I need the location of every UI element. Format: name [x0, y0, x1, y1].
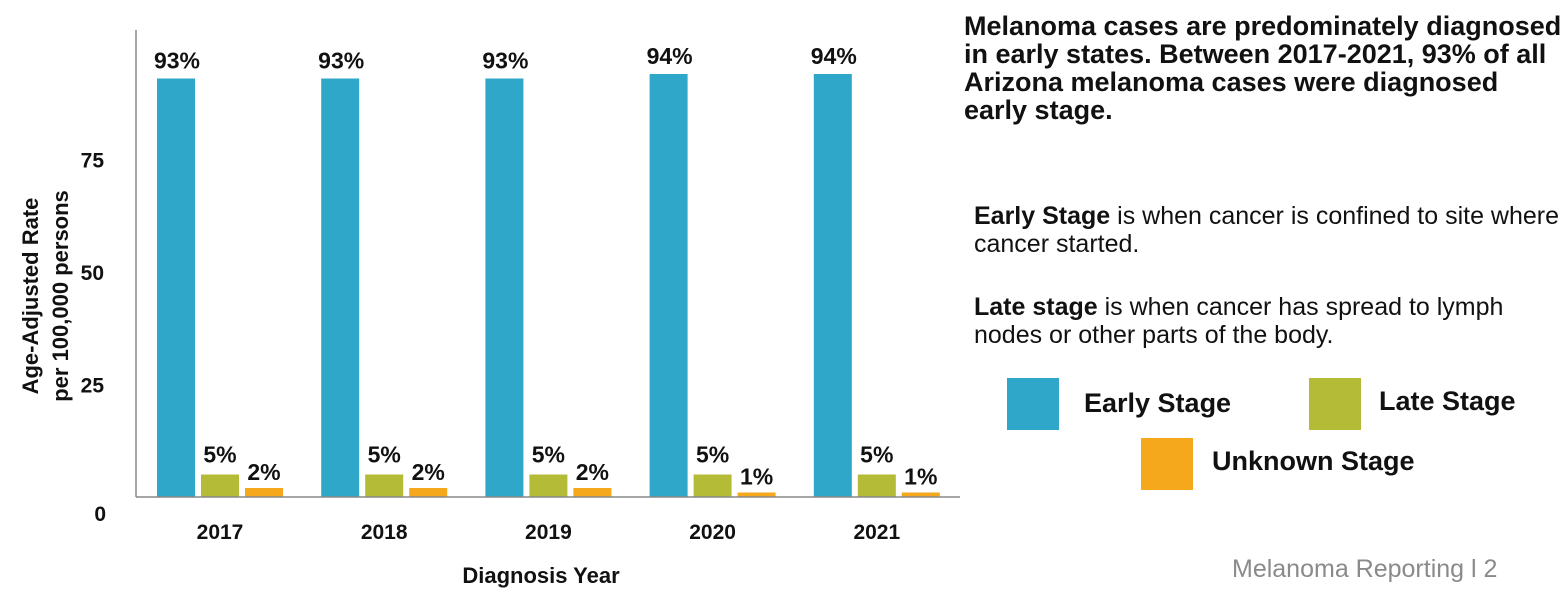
legend-swatch-unknown	[1141, 438, 1193, 490]
bar-label-unknown-2018: 2%	[412, 459, 445, 485]
x-tick-label: 2021	[853, 521, 900, 544]
footer-text: Melanoma Reporting l 2	[1232, 555, 1498, 583]
bar-late-2019	[529, 474, 568, 497]
late-stage-description: is when cancer has spread to lymph nodes…	[974, 293, 1504, 349]
y-tick-label: 25	[81, 375, 105, 398]
early-stage-definition: Early Stage is when cancer is confined t…	[974, 202, 1564, 258]
bar-unknown-2020	[737, 492, 776, 497]
x-tick-label: 2019	[525, 521, 572, 544]
bar-late-2021	[857, 474, 896, 497]
bar-unknown-2017	[245, 488, 283, 497]
bar-label-late-2018: 5%	[368, 442, 401, 468]
bar-label-late-2019: 5%	[532, 442, 565, 468]
bar-late-2018	[365, 474, 404, 497]
legend-swatch-early	[1007, 378, 1059, 430]
bar-label-late-2017: 5%	[203, 442, 236, 468]
bar-chart: 93% 5% 2% 93% 5% 2% 93% 5% 2% 94% 5% 1% 94% 5% 1% 0 25 5…	[18, 30, 960, 588]
bar-labels-layer: 93% 5% 2% 93% 5% 2% 93% 5% 2% 94% 5% 1% 94% 5% 1%	[154, 43, 937, 490]
headline-text: Melanoma cases are predominately diagnos…	[964, 11, 1562, 125]
bar-late-2017	[201, 474, 239, 497]
bar-label-early-2019: 93%	[482, 48, 528, 74]
bar-late-2020	[693, 474, 732, 497]
x-tick-label: 2018	[361, 521, 408, 544]
x-tick-label: 2017	[197, 521, 244, 544]
bar-label-late-2020: 5%	[696, 442, 729, 468]
legend-label-unknown: Unknown Stage	[1212, 446, 1415, 476]
bar-early-2021	[813, 74, 852, 497]
bar-unknown-2018	[409, 488, 448, 497]
legend-label-early: Early Stage	[1084, 388, 1232, 418]
legend-label-late: Late Stage	[1379, 386, 1516, 416]
bar-label-early-2018: 93%	[318, 48, 364, 74]
early-stage-term: Early Stage	[974, 202, 1111, 230]
bar-early-2018	[321, 78, 360, 497]
early-stage-description: is when cancer is confined to site where…	[974, 202, 1560, 258]
bar-label-unknown-2020: 1%	[740, 464, 773, 490]
bar-label-early-2020: 94%	[647, 43, 693, 69]
y-axis-title-line-1: Age-Adjusted Rate	[18, 198, 43, 395]
y-tick-label: 0	[94, 503, 106, 526]
legend-swatch-late	[1309, 378, 1361, 430]
bar-early-2017	[157, 78, 195, 497]
bar-early-2019	[485, 78, 524, 497]
late-stage-definition: Late stage is when cancer has spread to …	[974, 293, 1564, 349]
y-tick-label: 50	[81, 262, 104, 285]
bar-label-early-2021: 94%	[811, 43, 857, 69]
bar-label-early-2017: 93%	[154, 48, 200, 74]
bar-label-late-2021: 5%	[860, 442, 893, 468]
y-axis-title-line-2: per 100,000 persons	[48, 190, 73, 402]
y-ticks: 0 25 50 75	[81, 150, 106, 527]
x-axis-title: Diagnosis Year	[462, 563, 620, 588]
bar-label-unknown-2021: 1%	[904, 464, 937, 490]
bar-unknown-2019	[573, 488, 612, 497]
x-tick-label: 2020	[689, 521, 736, 544]
bars-layer	[157, 74, 940, 497]
bar-label-unknown-2017: 2%	[247, 459, 280, 485]
late-stage-term: Late stage	[974, 293, 1098, 321]
bar-early-2020	[649, 74, 688, 497]
x-ticks: 2017 2018 2019 2020 2021	[197, 521, 901, 544]
bar-label-unknown-2019: 2%	[576, 459, 609, 485]
y-tick-label: 75	[81, 150, 105, 173]
bar-unknown-2021	[901, 492, 940, 497]
